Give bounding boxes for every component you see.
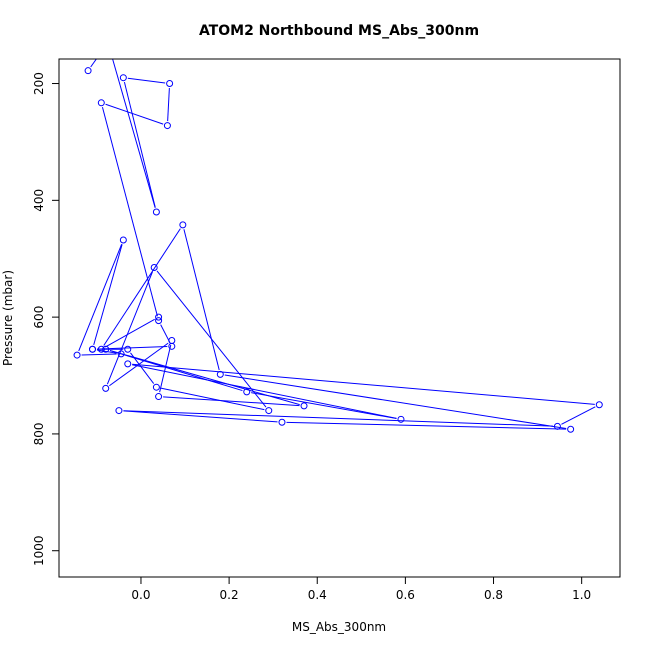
y-axis-label: Pressure (mbar) [1,270,15,366]
series-line-segment [106,271,153,385]
data-point [243,388,251,396]
series-line-segment [224,374,567,430]
y-tick-label: 800 [32,422,46,445]
data-point [152,383,160,391]
series-line-segment [163,396,300,407]
series-line-segment [132,363,595,405]
series-line-segment [123,410,553,427]
data-point [179,221,187,229]
series-line-segment [96,349,117,354]
y-tick-label: 600 [32,306,46,329]
series-line-segment [561,406,596,425]
x-tick-label: 0.6 [396,588,415,602]
data-point [216,370,224,378]
series-line-segment [132,364,397,419]
data-point [278,418,286,426]
series-line-segment [160,324,171,343]
data-point [115,407,123,415]
series-line-segment [251,392,397,420]
series-line-segment [123,410,278,423]
data-point [397,415,405,423]
data-point [155,317,163,325]
series-line-segment [123,81,156,208]
data-point [152,208,160,216]
data-point [88,345,96,353]
x-tick-label: 0.8 [484,588,503,602]
data-point [166,80,174,88]
series-line-segment [104,318,155,348]
series-line-segment [90,59,97,68]
data-point [168,336,176,344]
data-point [155,313,163,321]
series-line-segment [159,344,172,393]
data-point [595,401,603,409]
data-point [97,99,105,107]
data-point [84,67,92,75]
data-point [567,425,575,433]
x-tick-label: 1.0 [572,588,591,602]
series-line-segment [112,59,156,208]
data-point [300,402,308,410]
data-point [117,350,125,358]
data-point [553,422,561,430]
data-point [124,360,132,368]
data-point [73,351,81,359]
x-tick-label: 0.0 [131,588,150,602]
x-tick-label: 0.4 [308,588,327,602]
plot-area [73,59,603,433]
data-point [119,74,127,82]
series-line-segment [78,244,123,352]
data-point [150,263,158,271]
series-line-segment [286,421,567,430]
series-layer [73,59,603,433]
data-point [102,345,110,353]
series-line-segment [167,87,170,122]
y-tick-label: 1000 [32,535,46,566]
series-line-segment [109,350,243,392]
x-axis: 0.0 0.2 0.4 0.6 0.8 1.0 [131,576,591,602]
data-point [124,345,132,353]
series-line-segment [103,228,181,346]
series-line-segment [81,353,117,356]
x-tick-label: 0.2 [220,588,239,602]
y-tick-label: 400 [32,189,46,212]
x-axis-label: MS_Abs_300nm [292,620,386,634]
data-point [265,407,273,415]
series-line-segment [127,77,166,84]
data-point [155,393,163,401]
data-point [97,345,105,353]
series-line-segment [183,229,220,371]
y-tick-label: 200 [32,72,46,95]
data-point [163,122,171,130]
data-point [119,236,127,244]
series-line-segment [160,387,265,411]
chart-title: ATOM2 Northbound MS_Abs_300nm [199,23,479,39]
y-axis: 200 400 600 800 1000 [32,72,60,566]
series-line-segment [93,244,123,346]
series-line-segment [105,103,164,125]
data-point [102,384,110,392]
